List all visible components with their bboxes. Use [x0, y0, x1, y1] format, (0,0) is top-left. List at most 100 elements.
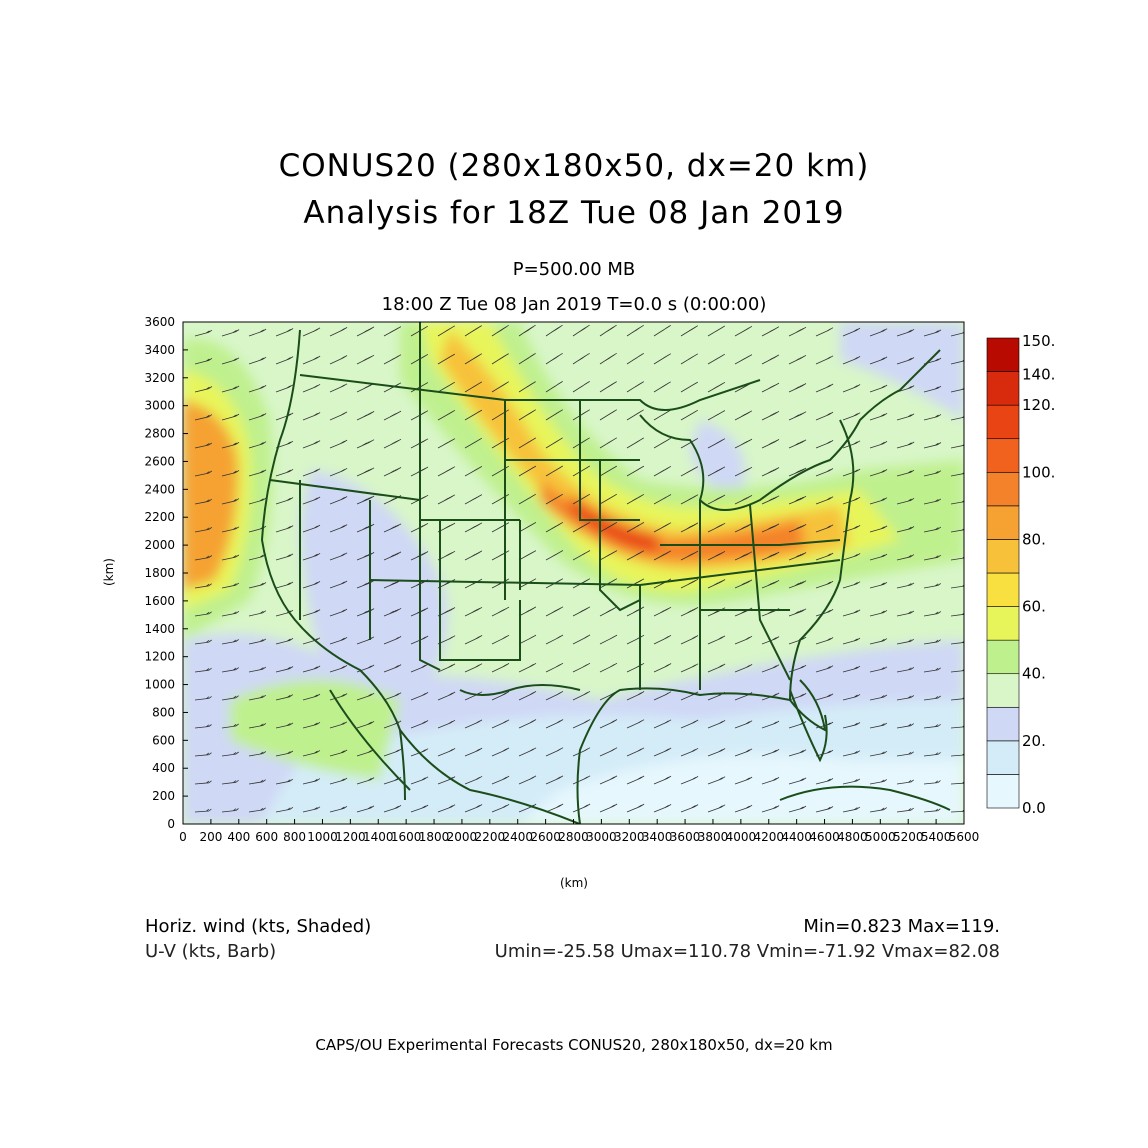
wind-barb	[329, 805, 348, 813]
wind-barb	[356, 495, 375, 505]
colorbar-label: 60.	[1022, 598, 1046, 616]
wind-barb	[923, 583, 942, 589]
wind-barb	[356, 411, 375, 421]
wind-barb	[302, 721, 321, 729]
wind-barb	[653, 606, 672, 617]
wind-barb	[653, 437, 672, 449]
wind-barb	[356, 326, 375, 337]
wind-barb	[869, 469, 888, 477]
x-tick-label: 5200	[893, 830, 924, 844]
wind-barb	[761, 467, 780, 477]
wind-barb	[194, 357, 213, 365]
wind-barb	[221, 808, 239, 813]
wind-barb	[707, 804, 726, 813]
wind-barb	[275, 722, 294, 729]
wind-barb	[869, 384, 888, 393]
wind-barb	[275, 356, 294, 365]
wind-barb	[545, 550, 564, 561]
wind-barb	[545, 493, 564, 505]
wind-barb	[248, 807, 266, 813]
wind-barb	[491, 353, 509, 365]
wind-barb	[680, 747, 699, 757]
wind-barb	[896, 582, 915, 589]
wind-barb	[599, 803, 618, 813]
wind-barb	[734, 410, 753, 421]
wind-barb	[410, 325, 429, 337]
wind-barb	[599, 381, 617, 393]
wind-barb	[761, 777, 780, 785]
x-tick-label: 3800	[698, 830, 729, 844]
wind-barb	[680, 635, 699, 645]
wind-barb	[518, 662, 537, 673]
y-tick-label: 3200	[144, 371, 175, 385]
wind-barb	[545, 381, 563, 393]
wind-barb	[842, 356, 861, 365]
state-boundaries	[260, 322, 951, 824]
wind-barb	[653, 775, 672, 785]
wind-barb	[437, 438, 456, 449]
wind-barb	[680, 719, 699, 729]
wind-barb	[275, 666, 294, 673]
wind-barb	[383, 607, 402, 617]
wind-barb	[248, 723, 267, 729]
wind-barb	[653, 325, 671, 337]
wind-barb	[842, 694, 861, 701]
colorbar-label: 150.	[1022, 332, 1055, 350]
wind-barb	[815, 806, 834, 813]
valid-time-label: 18:00 Z Tue 08 Jan 2019 T=0.0 s (0:00:00…	[381, 294, 767, 315]
colorbar-swatch	[986, 706, 1020, 742]
colorbar-label: 40.	[1022, 665, 1046, 683]
wind-barb	[410, 804, 429, 813]
wind-barb	[923, 414, 942, 421]
wind-barb	[707, 410, 726, 421]
wind-barb	[221, 357, 240, 365]
colorbar-swatch	[986, 404, 1020, 440]
wind-barb	[734, 748, 753, 757]
wind-barb	[761, 636, 780, 645]
wind-barb	[869, 328, 888, 337]
wind-barb	[842, 553, 861, 561]
wind-barb	[626, 719, 645, 729]
wind-barb	[302, 552, 321, 561]
wind-barb	[869, 694, 888, 701]
wind-barb	[653, 494, 672, 505]
wind-barb	[302, 778, 321, 785]
uv-statistics: Umin=-25.58 Umax=110.78 Vmin=-71.92 Vmax…	[494, 941, 1000, 962]
wind-barb	[437, 748, 456, 757]
shaded-field-name: Horiz. wind (kts, Shaded)	[145, 916, 372, 937]
y-tick-label: 1000	[144, 678, 175, 692]
wind-barb	[248, 469, 267, 477]
wind-barb	[626, 522, 645, 533]
y-tick-label: 3000	[144, 399, 175, 413]
wind-barb	[329, 552, 348, 561]
wind-barb	[761, 805, 780, 813]
wind-barb	[896, 526, 915, 533]
wind-barb	[869, 666, 888, 673]
x-tick-label: 4400	[781, 830, 812, 844]
wind-barb	[302, 496, 321, 505]
colorbar-swatch	[986, 572, 1020, 607]
wind-barb	[869, 610, 888, 617]
wind-barb	[194, 386, 213, 393]
wind-barb	[842, 384, 861, 393]
wind-barb	[383, 326, 402, 337]
wind-barb	[194, 442, 213, 449]
wind-barb	[356, 720, 375, 729]
wind-barb	[815, 383, 834, 393]
wind-barb	[491, 775, 510, 785]
wind-barb	[761, 748, 780, 757]
wind-barb	[275, 750, 294, 757]
wind-barb	[194, 696, 212, 701]
wind-barb	[437, 381, 456, 393]
wind-barb	[437, 325, 456, 337]
wind-barb	[734, 664, 753, 673]
wind-barb	[545, 606, 564, 617]
wind-barb	[464, 719, 483, 729]
wind-barb	[869, 807, 888, 813]
wind-barb	[383, 692, 402, 701]
colorbar-swatch	[986, 505, 1020, 540]
wind-barb	[194, 780, 212, 785]
wind-barb	[356, 805, 375, 813]
wind-barb	[572, 437, 590, 449]
wind-barb	[896, 497, 915, 505]
